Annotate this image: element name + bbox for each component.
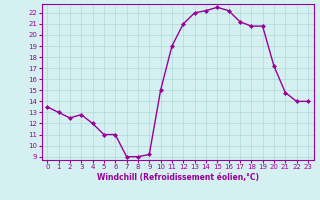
X-axis label: Windchill (Refroidissement éolien,°C): Windchill (Refroidissement éolien,°C) — [97, 173, 259, 182]
